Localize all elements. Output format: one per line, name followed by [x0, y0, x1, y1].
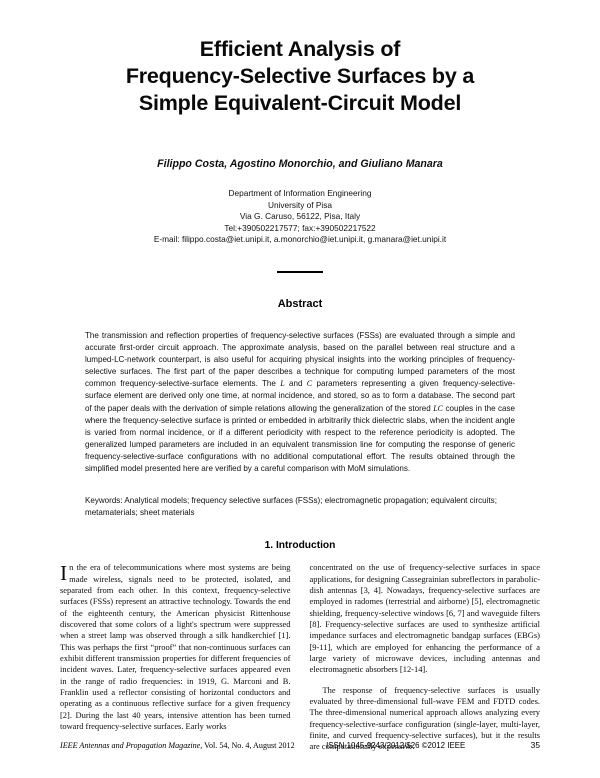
affiliation-department: Department of Information Engineering [228, 188, 372, 198]
footer-journal-citation: IEEE Antennas and Propagation Magazine, … [60, 741, 295, 750]
footer-issn: ISSN 1045-9243/2012/$26 ©2012 IEEE [326, 741, 466, 750]
title-line-2: Frequency-Selective Surfaces by a [125, 64, 475, 88]
abstract-text-part-3: couples in the case where the frequency-… [85, 403, 515, 473]
title-block: Efficient Analysis of Frequency-Selectiv… [0, 0, 600, 117]
affiliation-university: University of Pisa [267, 199, 333, 210]
abstract-body: The transmission and reflection properti… [0, 310, 600, 475]
abstract-text-part-2: parameters representing a given frequenc… [85, 379, 515, 413]
footer-issue-info: , Vol. 54, No. 4, August 2012 [200, 741, 295, 750]
body-columns: In the era of telecommunications where m… [0, 551, 600, 762]
abstract-heading: Abstract [277, 297, 323, 310]
intro-paragraph-right-1: concentrated on the use of frequency-sel… [309, 562, 541, 675]
divider-rule [277, 270, 323, 273]
column-left: In the era of telecommunications where m… [60, 561, 291, 762]
title-line-1: Efficient Analysis of [199, 37, 401, 61]
abstract-text-mid-1: and [284, 379, 307, 389]
footer-page-number: 35 [530, 740, 540, 750]
abstract-text-part-1: The transmission and reflection properti… [85, 330, 515, 389]
intro-paragraph-left-1: In the era of telecommunications where m… [60, 561, 291, 732]
abstract-symbol-lc: LC [433, 403, 444, 413]
column-right: concentrated on the use of frequency-sel… [310, 562, 541, 762]
abstract-symbol-l: L [280, 379, 285, 389]
page-title: Efficient Analysis of Frequency-Selectiv… [78, 36, 522, 117]
abstract-symbol-c: C [306, 379, 313, 389]
affiliation-address: Via G. Caruso, 56122, Pisa, Italy [239, 211, 361, 222]
intro-paragraph-right-2: The response of frequency-selective surf… [309, 684, 541, 752]
divider-rule-wrap [0, 246, 600, 278]
affiliation-block: Department of Information Engineering Un… [0, 170, 600, 246]
title-line-3: Simple Equivalent-Circuit Model [138, 91, 462, 115]
affiliation-phone: Tel:+390502217577; fax:+390502217522 [224, 222, 376, 233]
section-heading-introduction: 1. Introduction [264, 540, 336, 552]
footer-journal-name: IEEE Antennas and Propagation Magazine [60, 741, 201, 750]
author-list: Filippo Costa, Agostino Monorchio, and G… [157, 158, 443, 170]
page-footer: IEEE Antennas and Propagation Magazine, … [0, 740, 600, 750]
affiliation-email: E-mail: filippo.costa@iet.unipi.it, a.mo… [153, 234, 447, 245]
keywords-line: Keywords: Analytical models; frequency s… [85, 496, 497, 518]
